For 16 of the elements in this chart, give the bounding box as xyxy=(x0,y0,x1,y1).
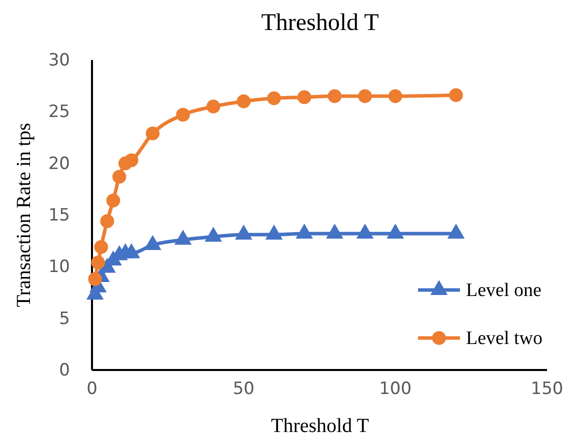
legend-label: Level two xyxy=(466,328,543,349)
y-tick-label: 5 xyxy=(59,308,70,329)
x-axis-title: Threshold T xyxy=(271,415,369,437)
x-tick-label: 50 xyxy=(232,379,254,400)
y-tick-label: 20 xyxy=(48,154,70,174)
y-tick-label: 25 xyxy=(48,102,70,122)
chart-title: Threshold T xyxy=(261,10,380,36)
x-tick-label: 0 xyxy=(86,379,98,400)
y-axis-title: Transaction Rate in tps xyxy=(13,122,35,308)
y-tick-label: 30 xyxy=(48,50,70,70)
legend-label: Level one xyxy=(466,280,542,301)
y-tick-label: 10 xyxy=(48,257,70,278)
x-tick-label: 100 xyxy=(379,379,412,400)
x-tick-label: 150 xyxy=(530,379,564,400)
y-tick-label: 0 xyxy=(59,360,70,380)
y-tick-label: 15 xyxy=(48,205,70,226)
